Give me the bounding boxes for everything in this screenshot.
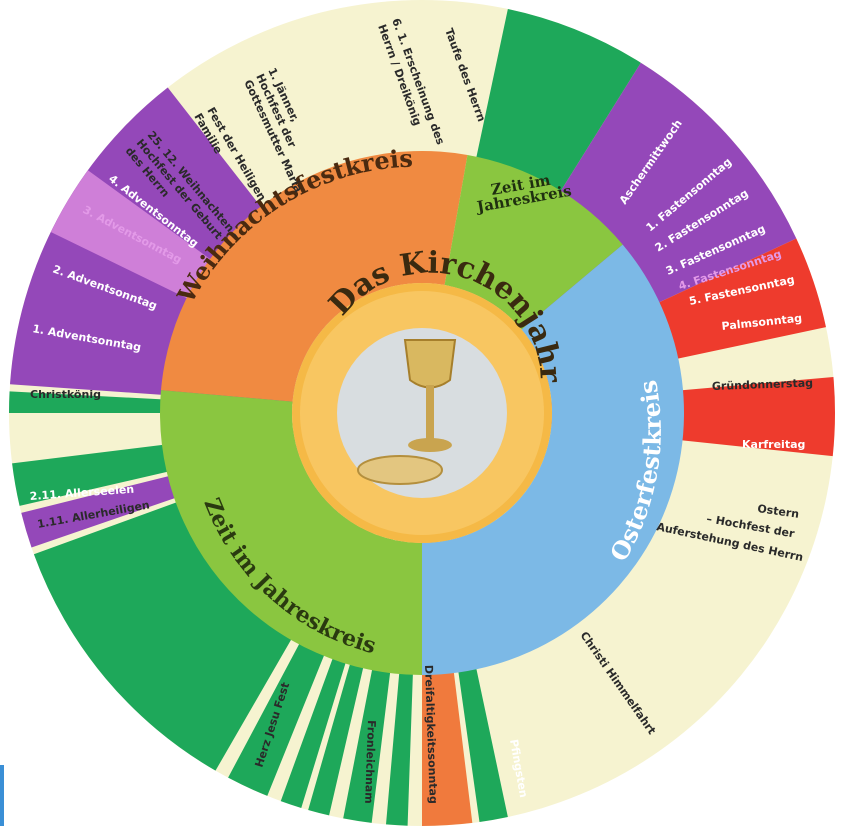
label-dreifaltigkeit: Dreifaltigkeitssonntag: [422, 665, 440, 804]
label-christkoenig: Christkönig: [30, 388, 101, 401]
season-ring: [160, 151, 685, 675]
chalice-image: [337, 328, 507, 498]
ring-weihnachtsfestkreis: [160, 151, 468, 402]
edge-marker: [0, 765, 4, 826]
label-gruendonnerstag: Gründonnerstag: [712, 376, 814, 393]
ring-osterfestkreis: [422, 244, 685, 675]
label-karfreitag: Karfreitag: [742, 438, 805, 451]
label-ostern-1: Ostern: [757, 502, 800, 521]
ring-zeit-top: [444, 154, 623, 330]
label-fronleichnam: Fronleichnam: [362, 720, 378, 804]
ring-zeit-bottom: [160, 390, 423, 675]
